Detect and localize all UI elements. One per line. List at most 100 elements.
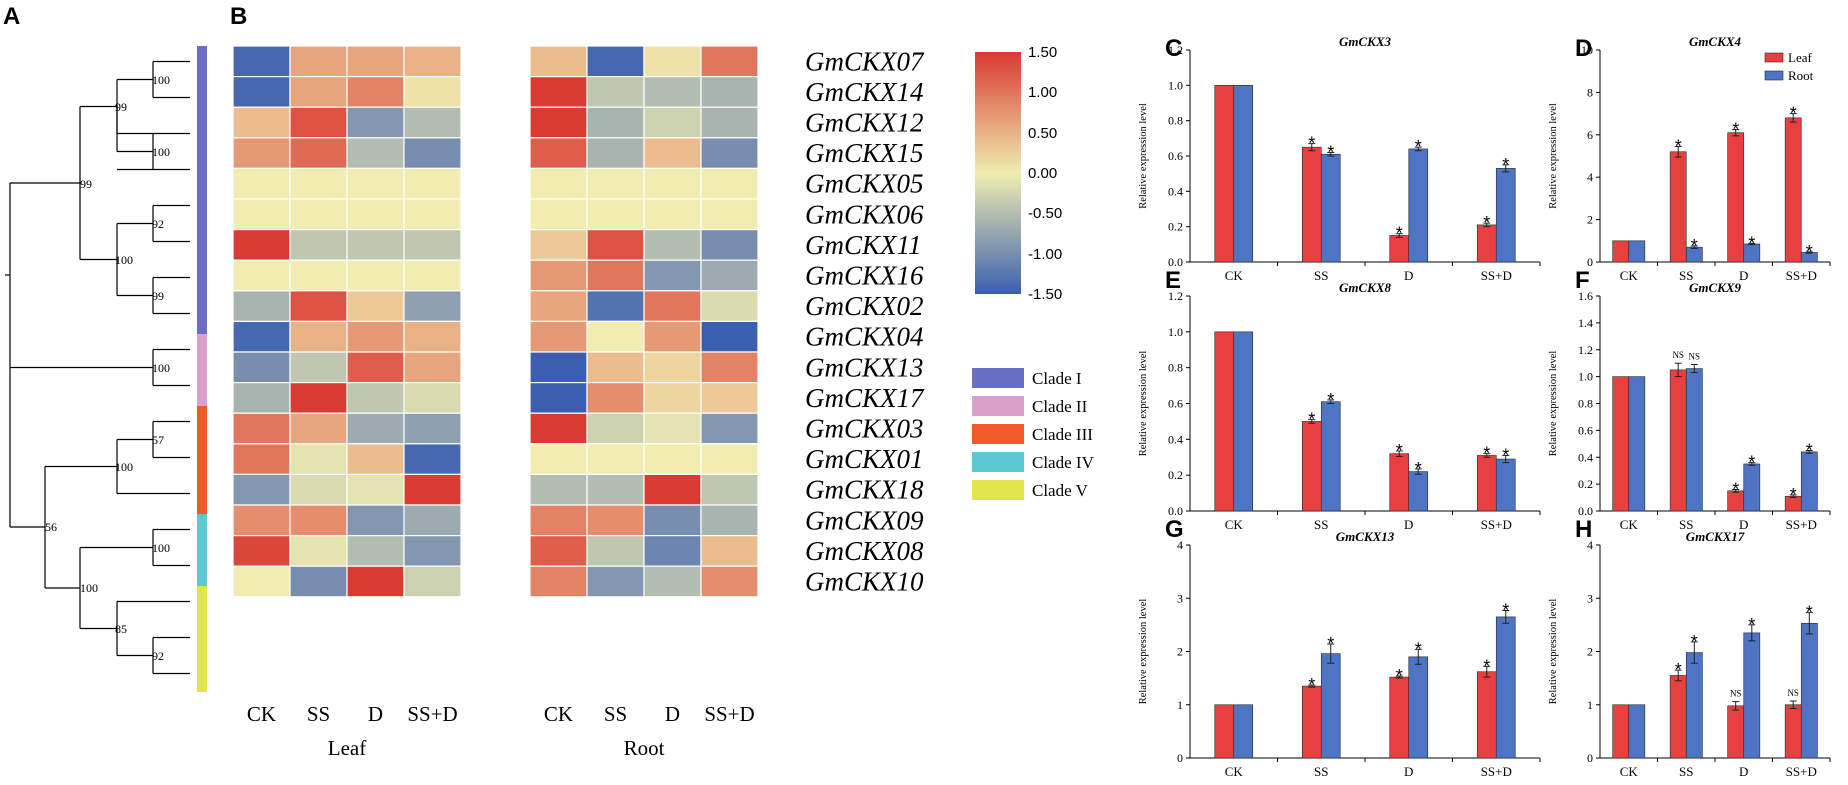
- panel-label-c: C: [1165, 35, 1182, 62]
- leaf-cell: [346, 351, 405, 384]
- root-cell: [700, 382, 759, 414]
- y-tick-label: 0.8: [1168, 361, 1183, 375]
- root-cell: [529, 382, 588, 414]
- root-cell: [529, 534, 588, 567]
- significance-star: *: [1790, 104, 1797, 124]
- y-tick-label: 1.4: [1578, 316, 1593, 330]
- leaf-cell: [403, 320, 462, 353]
- x-tick-label: SS: [1679, 764, 1693, 779]
- root-cell: [643, 75, 702, 108]
- bar-chart-GmCKX8: 0.0 0.2 0.4 0.6 0.8 1.0 1.2 Relative expression…: [1138, 280, 1541, 532]
- root-cell: [529, 259, 588, 292]
- leaf-cell: [403, 198, 462, 231]
- significance-star: *: [1308, 134, 1315, 154]
- leaf-cell: [403, 534, 462, 567]
- y-tick-label: 3: [1587, 591, 1593, 605]
- leaf-cell: [232, 565, 291, 598]
- significance-star: *: [1675, 136, 1682, 156]
- root-cell: [586, 382, 645, 414]
- heatmap-column-label: CK: [544, 702, 573, 726]
- legend-swatch: [1764, 70, 1784, 81]
- gene-label: GmCKX15: [805, 138, 924, 168]
- significance-star: *: [1308, 410, 1315, 430]
- color-scale-label: -0.50: [1028, 205, 1062, 222]
- x-tick-label: CK: [1620, 764, 1639, 779]
- y-tick-label: 0.4: [1578, 450, 1593, 464]
- gene-label: GmCKX01: [805, 444, 924, 474]
- color-scale-label: 0.50: [1028, 125, 1057, 142]
- y-tick-label: 0.2: [1168, 220, 1183, 234]
- leaf-cell: [289, 229, 348, 261]
- bar-leaf: [1727, 132, 1745, 263]
- leaf-cell: [403, 443, 462, 475]
- leaf-cell: [232, 412, 291, 445]
- clade-legend-swatch: [972, 480, 1024, 500]
- gene-label: GmCKX09: [805, 505, 924, 535]
- y-tick-label: 4: [1587, 170, 1593, 184]
- bar-leaf: [1214, 704, 1235, 759]
- leaf-cell: [403, 45, 462, 78]
- root-cell: [586, 534, 645, 567]
- leaf-cell: [232, 443, 291, 475]
- leaf-cell: [289, 259, 348, 292]
- x-tick-label: CK: [1620, 268, 1639, 283]
- significance-star: *: [1327, 390, 1334, 410]
- y-tick-label: 0.0: [1168, 255, 1183, 269]
- y-tick-label: 8: [1587, 85, 1593, 99]
- root-cell: [700, 75, 759, 108]
- root-cell: [700, 504, 759, 537]
- leaf-cell: [346, 137, 405, 170]
- bar-charts: 0.0 0.2 0.4 0.6 0.8 1.0 1.2 Relative expression…: [1138, 34, 1831, 779]
- leaf-cell: [403, 412, 462, 445]
- leaf-cell: [346, 229, 405, 261]
- y-tick-label: 4: [1177, 538, 1183, 552]
- significance-star: *: [1327, 142, 1334, 162]
- significance-star: *: [1502, 600, 1509, 620]
- y-tick-label: 1.2: [1578, 343, 1593, 357]
- bar-leaf: [1612, 704, 1630, 759]
- leaf-cell: [289, 167, 348, 200]
- clade-legend-label: Clade I: [1032, 369, 1082, 388]
- significance-ns: NS: [1672, 350, 1684, 360]
- y-tick-label: 1.0: [1168, 325, 1183, 339]
- bar-chart-GmCKX3: 0.0 0.2 0.4 0.6 0.8 1.0 1.2 Relative expression…: [1138, 34, 1541, 283]
- x-tick-label: D: [1739, 268, 1748, 283]
- panel-label-d: D: [1575, 35, 1592, 62]
- root-cell: [643, 198, 702, 231]
- y-tick-label: 2: [1587, 645, 1593, 659]
- heatmap-column-label: SS: [604, 702, 627, 726]
- bar-leaf: [1727, 705, 1745, 759]
- bar-root: [1495, 616, 1516, 759]
- significance-ns: NS: [1689, 352, 1701, 362]
- root-cell: [700, 229, 759, 261]
- significance-star: *: [1790, 485, 1797, 505]
- root-cell: [700, 320, 759, 353]
- significance-ns: NS: [1787, 688, 1799, 698]
- leaf-cell: [232, 320, 291, 353]
- root-cell: [586, 320, 645, 353]
- root-cell: [586, 167, 645, 200]
- x-tick-label: SS: [1679, 517, 1693, 532]
- root-cell: [529, 45, 588, 78]
- gene-label: GmCKX02: [805, 291, 924, 321]
- clade-bars: [197, 46, 207, 692]
- x-tick-label: SS+D: [1481, 517, 1512, 532]
- leaf-cell: [289, 565, 348, 598]
- clade-bar-5: [197, 586, 207, 692]
- bootstrap-value: 92: [152, 649, 164, 663]
- leaf-cell: [346, 534, 405, 567]
- y-tick-label: 0.8: [1168, 114, 1183, 128]
- leaf-cell: [289, 443, 348, 475]
- root-cell: [700, 351, 759, 384]
- leaf-cell: [289, 290, 348, 322]
- root-cell: [529, 412, 588, 445]
- color-scale-label: -1.50: [1028, 286, 1062, 303]
- leaf-cell: [403, 106, 462, 139]
- significance-star: *: [1691, 236, 1698, 256]
- root-cell: [643, 473, 702, 506]
- significance-star: *: [1748, 233, 1755, 253]
- root-cell: [529, 351, 588, 384]
- significance-star: *: [1483, 213, 1490, 233]
- leaf-cell: [232, 259, 291, 292]
- clade-legend-swatch: [972, 424, 1024, 444]
